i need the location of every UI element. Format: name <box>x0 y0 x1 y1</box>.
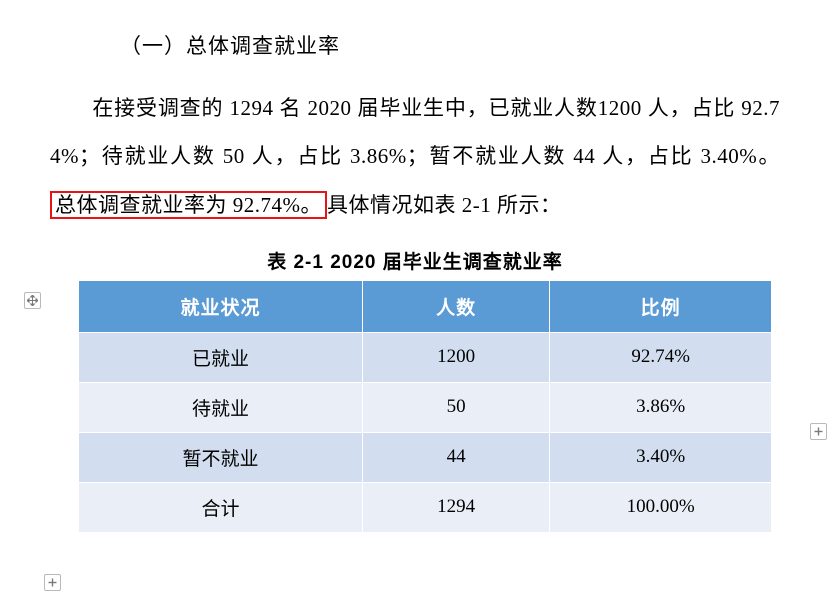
cell-pct: 3.86% <box>550 382 772 432</box>
cell-status: 暂不就业 <box>79 432 363 482</box>
table-container: 就业状况 人数 比例 已就业 1200 92.74% 待就业 50 3.86% … <box>78 280 772 533</box>
document-page: （一）总体调查就业率 在接受调查的 1294 名 2020 届毕业生中，已就业人… <box>0 0 830 533</box>
table-header-row: 就业状况 人数 比例 <box>79 280 772 332</box>
body-paragraph: 在接受调查的 1294 名 2020 届毕业生中，已就业人数1200 人，占比 … <box>50 84 780 229</box>
highlighted-sentence: 总体调查就业率为 92.74%。 <box>50 191 327 219</box>
table-caption: 表 2-1 2020 届毕业生调查就业率 <box>40 247 790 274</box>
paragraph-text-2: 具体情况如表 2-1 所示： <box>327 193 562 217</box>
section-heading: （一）总体调查就业率 <box>120 30 790 60</box>
col-header-status: 就业状况 <box>79 280 363 332</box>
table-row: 暂不就业 44 3.40% <box>79 432 772 482</box>
cell-count: 44 <box>363 432 550 482</box>
col-header-pct: 比例 <box>550 280 772 332</box>
cell-count: 1200 <box>363 332 550 382</box>
cell-status: 已就业 <box>79 332 363 382</box>
col-header-count: 人数 <box>363 280 550 332</box>
cell-count: 50 <box>363 382 550 432</box>
cell-status: 合计 <box>79 482 363 532</box>
paragraph-text-1: 在接受调查的 1294 名 2020 届毕业生中，已就业人数1200 人，占比 … <box>50 96 780 168</box>
table-add-column-handle[interactable] <box>810 423 827 440</box>
table-row: 已就业 1200 92.74% <box>79 332 772 382</box>
table-row: 合计 1294 100.00% <box>79 482 772 532</box>
cell-pct: 92.74% <box>550 332 772 382</box>
table-row: 待就业 50 3.86% <box>79 382 772 432</box>
cell-count: 1294 <box>363 482 550 532</box>
employment-table: 就业状况 人数 比例 已就业 1200 92.74% 待就业 50 3.86% … <box>78 280 772 533</box>
cell-pct: 100.00% <box>550 482 772 532</box>
table-add-row-handle[interactable] <box>44 574 61 591</box>
cell-pct: 3.40% <box>550 432 772 482</box>
cell-status: 待就业 <box>79 382 363 432</box>
table-move-handle[interactable] <box>24 292 41 309</box>
